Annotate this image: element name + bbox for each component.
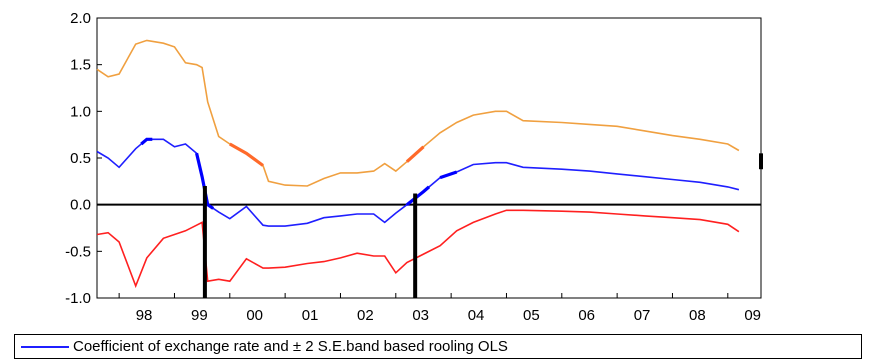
x-tick-label: 01 xyxy=(302,307,319,324)
series-line-coefficient xyxy=(96,138,740,227)
y-tick-label: 0.5 xyxy=(70,150,91,167)
series-layer xyxy=(96,39,740,289)
y-tick-label: 1.5 xyxy=(70,57,91,74)
highlight-layer xyxy=(140,137,458,210)
y-tick-label: 1.0 xyxy=(70,103,91,120)
y-tick-label: 2.0 xyxy=(70,10,91,27)
series-line-lower xyxy=(96,209,740,289)
x-tick-label: 04 xyxy=(468,307,485,324)
series-line-upper xyxy=(96,39,740,187)
y-tick-label: -1.0 xyxy=(65,290,91,307)
x-tick-label: 06 xyxy=(578,307,595,324)
x-tick-label: 05 xyxy=(523,307,540,324)
highlight-segment-upper xyxy=(229,142,264,167)
legend: Coefficient of exchange rate and ± 2 S.E… xyxy=(14,334,862,359)
x-tick-label: 07 xyxy=(634,307,651,324)
highlight-segment-coefficient xyxy=(140,137,153,146)
y-axis: 2.0 1.5 1.0 0.5 0.0 -0.5 -1.0 xyxy=(65,10,102,307)
x-axis: 98 99 00 01 02 03 04 05 06 07 08 09 xyxy=(118,293,761,324)
x-tick-label: 02 xyxy=(357,307,374,324)
legend-label: Coefficient of exchange rate and ± 2 S.E… xyxy=(73,338,508,355)
x-tick-label: 09 xyxy=(744,307,761,324)
x-tick-label: 03 xyxy=(412,307,429,324)
chart: 2.0 1.5 1.0 0.5 0.0 -0.5 -1.0 98 99 00 01 02 03 04 05… xyxy=(65,10,763,324)
x-tick-label: 98 xyxy=(136,307,153,324)
legend-swatch xyxy=(21,345,69,348)
x-tick-label: 08 xyxy=(689,307,706,324)
highlight-segment-upper xyxy=(405,145,425,163)
highlight-segment-coefficient xyxy=(405,185,431,206)
y-tick-label: 0.0 xyxy=(70,197,91,214)
x-tick-label: 00 xyxy=(246,307,263,324)
vertical-marker-layer xyxy=(202,153,763,298)
highlight-segment-coefficient xyxy=(439,170,458,180)
x-tick-label: 99 xyxy=(191,307,208,324)
y-tick-label: -0.5 xyxy=(65,243,91,260)
